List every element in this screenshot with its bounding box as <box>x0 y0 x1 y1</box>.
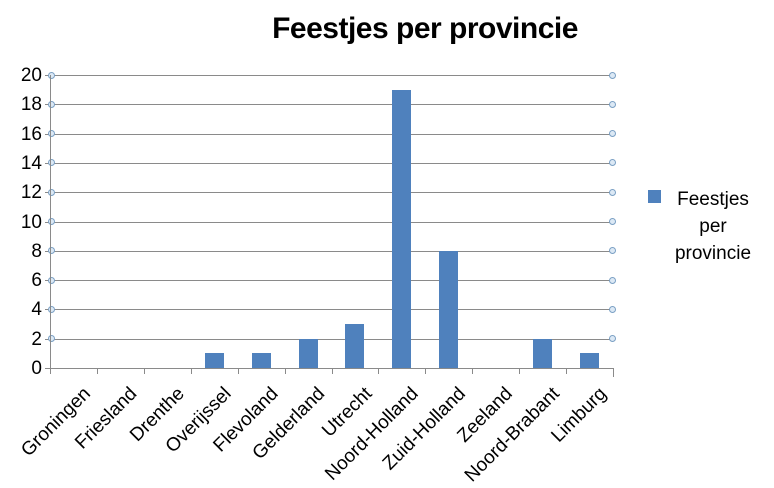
x-axis-tick-12 <box>613 368 614 377</box>
gridline-end-circle-right-10 <box>608 218 616 225</box>
bar-zuid-holland[interactable] <box>439 250 459 368</box>
bar-limburg[interactable] <box>580 353 600 368</box>
y-axis-label-6: 6 <box>31 270 42 292</box>
gridline-end-circle-left-12 <box>47 188 55 196</box>
gridline-y-6 <box>50 280 613 282</box>
gridline-y-2 <box>50 338 613 340</box>
gridline-y-12 <box>50 192 613 194</box>
x-axis-tick-11 <box>566 368 568 374</box>
gridline-y-20 <box>50 75 613 76</box>
y-axis-label-18: 18 <box>20 94 42 116</box>
y-axis-label-0: 0 <box>31 358 42 379</box>
y-axis-line <box>50 75 51 374</box>
x-axis-tick-4 <box>237 368 239 374</box>
gridline-y-4 <box>50 309 613 311</box>
bar-overijssel[interactable] <box>204 353 224 368</box>
gridline-end-circle-right-6 <box>608 276 616 284</box>
gridline-end-circle-left-6 <box>47 276 55 284</box>
legend-label-line2: provincie <box>674 243 752 264</box>
legend-label-line1: Feestjes per <box>677 189 749 237</box>
gridline-end-circle-right-12 <box>608 188 616 196</box>
gridline-end-circle-left-4 <box>47 305 55 313</box>
y-axis-label-20: 20 <box>20 65 42 86</box>
x-axis-tick-7 <box>378 368 380 374</box>
gridline-y-10 <box>50 221 613 223</box>
gridline-y-16 <box>50 133 613 135</box>
gridline-end-circle-right-18 <box>608 100 616 108</box>
gridline-end-circle-right-2 <box>608 335 616 343</box>
bar-flevoland[interactable] <box>251 353 271 368</box>
gridline-end-circle-left-16 <box>47 130 55 138</box>
bar-noord-brabant[interactable] <box>533 338 553 368</box>
x-axis-tick-5 <box>284 368 286 374</box>
y-axis-label-2: 2 <box>31 328 42 350</box>
legend-series-label: Feestjes per provincie <box>664 186 762 267</box>
x-axis-tick-8 <box>425 368 427 374</box>
x-axis-tick-10 <box>519 368 521 374</box>
gridline-end-circle-right-4 <box>608 305 616 313</box>
legend-series-marker <box>648 190 661 203</box>
x-axis-tick-2 <box>143 368 145 374</box>
gridline-end-circle-right-14 <box>608 159 616 167</box>
y-axis-label-16: 16 <box>20 123 42 145</box>
bar-utrecht[interactable] <box>345 324 365 368</box>
y-axis-label-8: 8 <box>31 240 42 262</box>
gridline-end-circle-left-20 <box>47 71 55 79</box>
bar-noord-holland[interactable] <box>392 89 412 368</box>
gridline-y-18 <box>50 104 613 106</box>
gridline-end-circle-right-8 <box>608 247 616 255</box>
gridline-end-circle-left-10 <box>47 218 55 225</box>
x-axis-tick-6 <box>331 368 333 374</box>
bar-gelderland[interactable] <box>298 338 318 368</box>
gridline-end-circle-left-8 <box>47 247 55 255</box>
y-axis-label-4: 4 <box>31 299 42 321</box>
gridline-end-circle-right-16 <box>608 130 616 138</box>
x-axis-tick-9 <box>472 368 474 374</box>
x-axis-tick-0 <box>50 368 51 374</box>
y-axis-label-12: 12 <box>20 182 42 204</box>
y-axis-label-10: 10 <box>20 211 42 233</box>
y-axis-label-14: 14 <box>20 152 42 174</box>
gridline-end-circle-left-2 <box>47 335 55 343</box>
x-axis-tick-1 <box>96 368 98 374</box>
gridline-end-circle-right-20 <box>608 71 616 79</box>
gridline-end-circle-left-18 <box>47 100 55 108</box>
gridline-y-14 <box>50 162 613 164</box>
x-axis-tick-3 <box>190 368 192 374</box>
gridline-end-circle-left-14 <box>47 159 55 167</box>
gridline-y-8 <box>50 250 613 252</box>
legend[interactable]: Feestjes per provincie <box>648 186 762 267</box>
chart-title: Feestjes per provincie <box>272 12 578 45</box>
x-axis-line <box>45 368 613 369</box>
